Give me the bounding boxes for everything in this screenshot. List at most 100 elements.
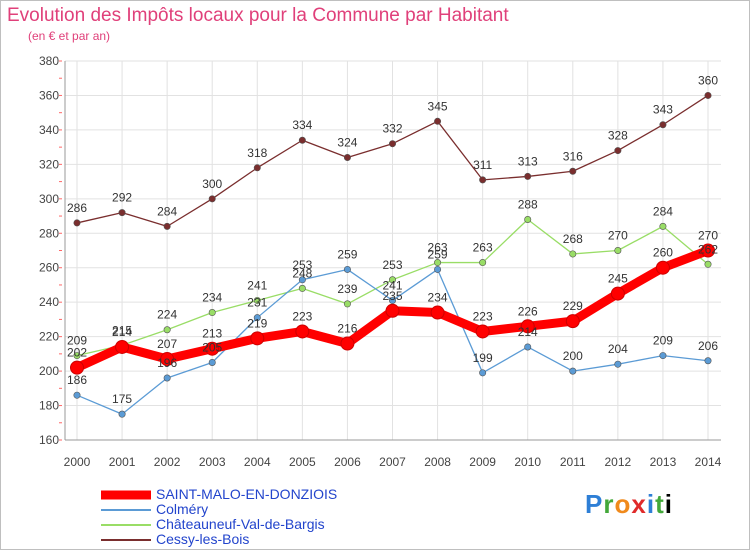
data-point	[343, 300, 351, 308]
data-label: 239	[337, 282, 357, 296]
data-point	[569, 167, 577, 175]
data-point	[208, 358, 216, 366]
data-point	[520, 319, 535, 334]
data-label: 199	[473, 351, 493, 365]
y-tick-label: 360	[39, 88, 59, 102]
data-point	[253, 314, 261, 322]
data-label: 292	[112, 191, 132, 205]
y-tick-label: 320	[39, 157, 59, 171]
data-point	[659, 121, 667, 129]
y-tick-label: 180	[39, 399, 59, 413]
data-point	[115, 339, 130, 354]
data-label: 284	[157, 204, 177, 218]
data-label: 253	[292, 258, 312, 272]
data-point	[430, 305, 445, 320]
data-label: 206	[698, 339, 718, 353]
data-point	[659, 352, 667, 360]
data-label: 207	[157, 337, 177, 351]
data-label: 332	[382, 122, 402, 136]
data-point	[343, 153, 351, 161]
x-tick-label: 2009	[469, 455, 496, 469]
data-label: 313	[518, 154, 538, 168]
x-tick-label: 2011	[560, 455, 586, 469]
x-tick-label: 2002	[154, 455, 181, 469]
data-point	[298, 136, 306, 144]
x-tick-label: 2000	[64, 455, 91, 469]
data-point	[73, 352, 81, 360]
data-point	[704, 91, 712, 99]
data-point	[163, 374, 171, 382]
data-point	[569, 250, 577, 258]
data-label: 229	[563, 299, 583, 313]
data-label: 219	[247, 316, 267, 330]
data-label: 235	[382, 289, 402, 303]
data-label: 316	[563, 149, 583, 163]
data-label: 318	[247, 146, 267, 160]
data-point	[163, 222, 171, 230]
data-point	[614, 360, 622, 368]
data-point	[388, 140, 396, 148]
chart-subtitle: (en € et par an)	[28, 29, 111, 43]
data-label: 214	[518, 325, 538, 339]
data-label: 288	[518, 197, 538, 211]
data-label: 223	[473, 309, 493, 323]
data-label: 196	[157, 356, 177, 370]
data-point	[524, 343, 532, 351]
data-label: 214	[112, 325, 132, 339]
y-tick-label: 200	[39, 364, 59, 378]
data-label: 223	[292, 309, 312, 323]
data-point	[343, 265, 351, 273]
data-label: 216	[337, 322, 357, 336]
x-tick-label: 2014	[695, 455, 722, 469]
data-label: 231	[247, 296, 267, 310]
y-tick-label: 380	[39, 54, 59, 68]
data-label: 186	[67, 373, 87, 387]
data-point	[388, 296, 396, 304]
x-tick-label: 2007	[379, 455, 406, 469]
legend-label: Cessy-les-Bois	[156, 531, 250, 547]
data-label: 286	[67, 201, 87, 215]
data-point	[208, 195, 216, 203]
x-tick-label: 2006	[334, 455, 361, 469]
data-label: 253	[382, 258, 402, 272]
data-label: 300	[202, 177, 222, 191]
data-point	[704, 357, 712, 365]
data-label: 241	[382, 278, 402, 292]
x-tick-label: 2004	[244, 455, 271, 469]
data-point	[250, 331, 265, 346]
legend-label: SAINT-MALO-EN-DONZIOIS	[156, 486, 338, 502]
data-label: 205	[202, 340, 222, 354]
data-point	[253, 164, 261, 172]
data-label: 360	[698, 73, 718, 87]
y-tick-label: 260	[39, 261, 59, 275]
data-label: 263	[473, 241, 493, 255]
data-point	[614, 147, 622, 155]
data-point	[701, 243, 715, 258]
data-point	[298, 284, 306, 292]
proxiti-logo: Proxiti	[585, 489, 673, 519]
data-label: 224	[157, 308, 177, 322]
x-tick-label: 2001	[109, 455, 136, 469]
data-label: 241	[247, 278, 267, 292]
data-label: 270	[608, 229, 628, 243]
data-label: 268	[563, 232, 583, 246]
data-point	[569, 367, 577, 375]
data-point	[205, 341, 220, 356]
data-point	[565, 314, 580, 329]
data-point	[479, 369, 487, 377]
data-label: 175	[112, 392, 132, 406]
data-point	[610, 286, 625, 301]
y-tick-label: 300	[39, 192, 59, 206]
data-label: 248	[292, 266, 312, 280]
data-point	[70, 360, 84, 375]
data-label: 209	[653, 334, 673, 348]
data-label: 343	[653, 103, 673, 117]
data-label: 328	[608, 129, 628, 143]
data-point	[298, 276, 306, 284]
data-label: 270	[698, 229, 718, 243]
data-point	[524, 215, 532, 223]
x-tick-label: 2012	[605, 455, 632, 469]
y-tick-label: 240	[39, 295, 59, 309]
